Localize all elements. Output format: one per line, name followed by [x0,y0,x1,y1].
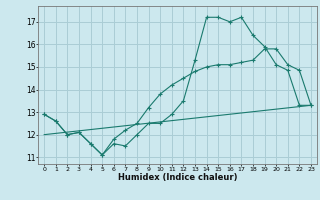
X-axis label: Humidex (Indice chaleur): Humidex (Indice chaleur) [118,173,237,182]
